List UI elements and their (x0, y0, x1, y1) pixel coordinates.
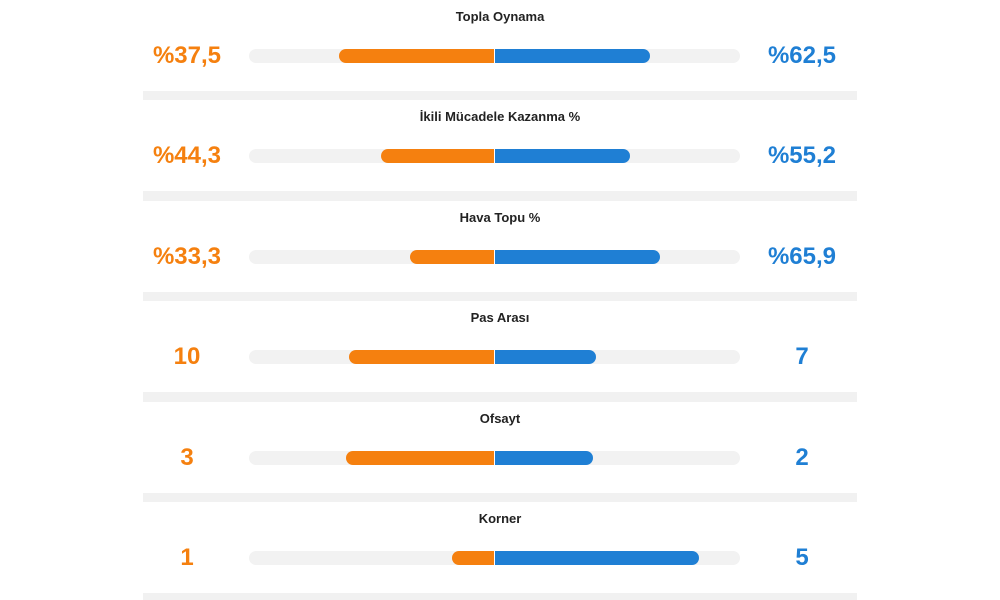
home-value: 10 (173, 343, 201, 370)
stat-row-duels-won: İkili Mücadele Kazanma % %44,3 %55,2 (143, 100, 857, 201)
away-value: %55,2 (767, 142, 837, 169)
stat-bar-track (249, 551, 740, 565)
stat-bar-track (249, 49, 740, 63)
stat-row-aerial-duels: Hava Topu % %33,3 %65,9 (143, 201, 857, 302)
away-value: %62,5 (767, 42, 837, 69)
home-value: %33,3 (152, 243, 222, 270)
home-bar (452, 551, 494, 565)
away-bar (495, 451, 593, 465)
center-divider (494, 49, 495, 63)
home-bar (339, 49, 494, 63)
away-bar (495, 149, 630, 163)
stat-title: Ofsayt (479, 411, 521, 426)
away-bar (495, 551, 699, 565)
stat-bar-track (249, 250, 740, 264)
home-bar (346, 451, 494, 465)
stat-title: Topla Oynama (455, 9, 545, 24)
center-divider (494, 350, 495, 364)
stat-row-possession: Topla Oynama %37,5 %62,5 (143, 0, 857, 101)
home-value: 3 (180, 444, 194, 471)
stat-bar-track (249, 350, 740, 364)
away-bar (495, 350, 596, 364)
stat-bar-track (249, 451, 740, 465)
home-bar (410, 250, 494, 264)
away-value: %65,9 (767, 243, 837, 270)
home-bar (349, 350, 494, 364)
home-value: %37,5 (152, 42, 222, 69)
home-value: 1 (180, 544, 194, 571)
home-value: %44,3 (152, 142, 222, 169)
away-bar (495, 250, 660, 264)
stat-title: İkili Mücadele Kazanma % (419, 109, 581, 124)
stat-row-interceptions: Pas Arası 10 7 (143, 301, 857, 402)
center-divider (494, 250, 495, 264)
away-value: 7 (795, 343, 809, 370)
home-bar (381, 149, 494, 163)
stat-title: Pas Arası (470, 310, 530, 325)
away-value: 5 (795, 544, 809, 571)
away-value: 2 (795, 444, 809, 471)
stat-title: Korner (478, 511, 522, 526)
away-bar (495, 49, 650, 63)
stat-title: Hava Topu % (459, 210, 541, 225)
center-divider (494, 551, 495, 565)
center-divider (494, 149, 495, 163)
center-divider (494, 451, 495, 465)
stat-row-corners: Korner 1 5 (143, 502, 857, 600)
stat-row-offsides: Ofsayt 3 2 (143, 402, 857, 503)
stat-bar-track (249, 149, 740, 163)
